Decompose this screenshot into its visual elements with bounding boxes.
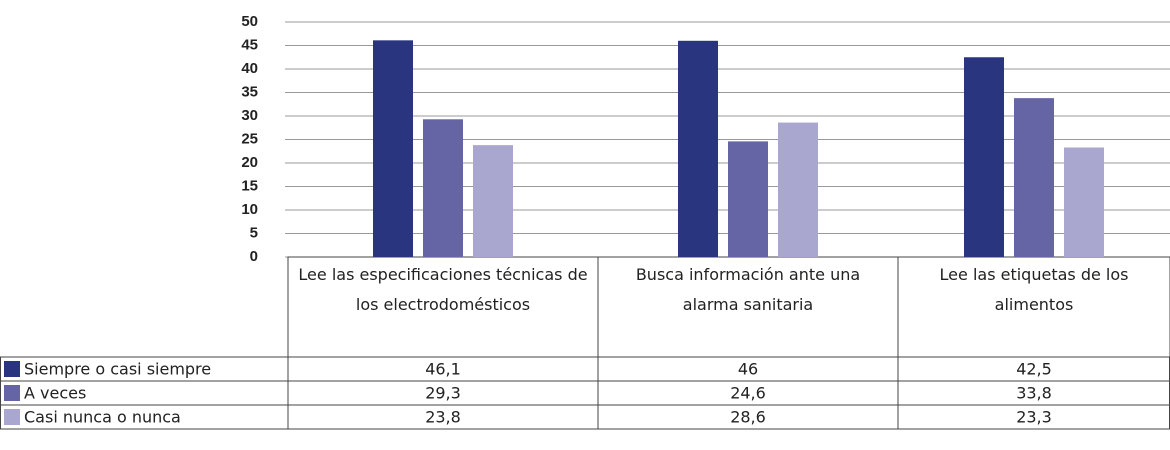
legend-label: Siempre o casi siempre	[24, 360, 211, 379]
bar	[678, 40, 718, 257]
bar	[778, 122, 818, 257]
table-value: 42,5	[1016, 360, 1052, 379]
table-value: 33,8	[1016, 384, 1052, 403]
table-value: 24,6	[730, 384, 766, 403]
legend-swatch	[4, 361, 20, 377]
category-label: Busca información ante una alarma sanitar…	[636, 265, 860, 314]
y-tick-label: 40	[241, 60, 258, 77]
table-value: 46,1	[425, 360, 461, 379]
y-tick-label: 10	[241, 201, 258, 218]
category-label: Lee las especificaciones técnicas de los …	[298, 265, 587, 314]
bar	[1014, 98, 1054, 257]
table-value: 23,8	[425, 408, 461, 427]
legend-label: A veces	[24, 384, 86, 403]
y-tick-label: 5	[250, 224, 258, 241]
bar	[423, 119, 463, 257]
legend-label: Casi nunca o nunca	[24, 408, 181, 427]
bar	[373, 40, 413, 257]
legend-swatch	[4, 385, 20, 401]
y-tick-label: 50	[241, 13, 258, 30]
y-tick-label: 15	[241, 177, 258, 194]
y-tick-label: 45	[241, 36, 258, 53]
bar	[1064, 147, 1104, 257]
bar	[964, 57, 1004, 257]
category-label: Lee las etiquetas de los alimentos	[940, 265, 1129, 314]
y-tick-label: 35	[241, 83, 258, 100]
table-value: 29,3	[425, 384, 461, 403]
y-tick-label: 20	[241, 154, 258, 171]
table-value: 46	[738, 360, 758, 379]
y-tick-label: 30	[241, 107, 258, 124]
table-value: 23,3	[1016, 408, 1052, 427]
bar	[473, 145, 513, 257]
table-value: 28,6	[730, 408, 766, 427]
y-tick-label: 0	[250, 248, 258, 265]
legend-swatch	[4, 409, 20, 425]
y-tick-label: 25	[241, 130, 258, 147]
bar	[728, 141, 768, 257]
